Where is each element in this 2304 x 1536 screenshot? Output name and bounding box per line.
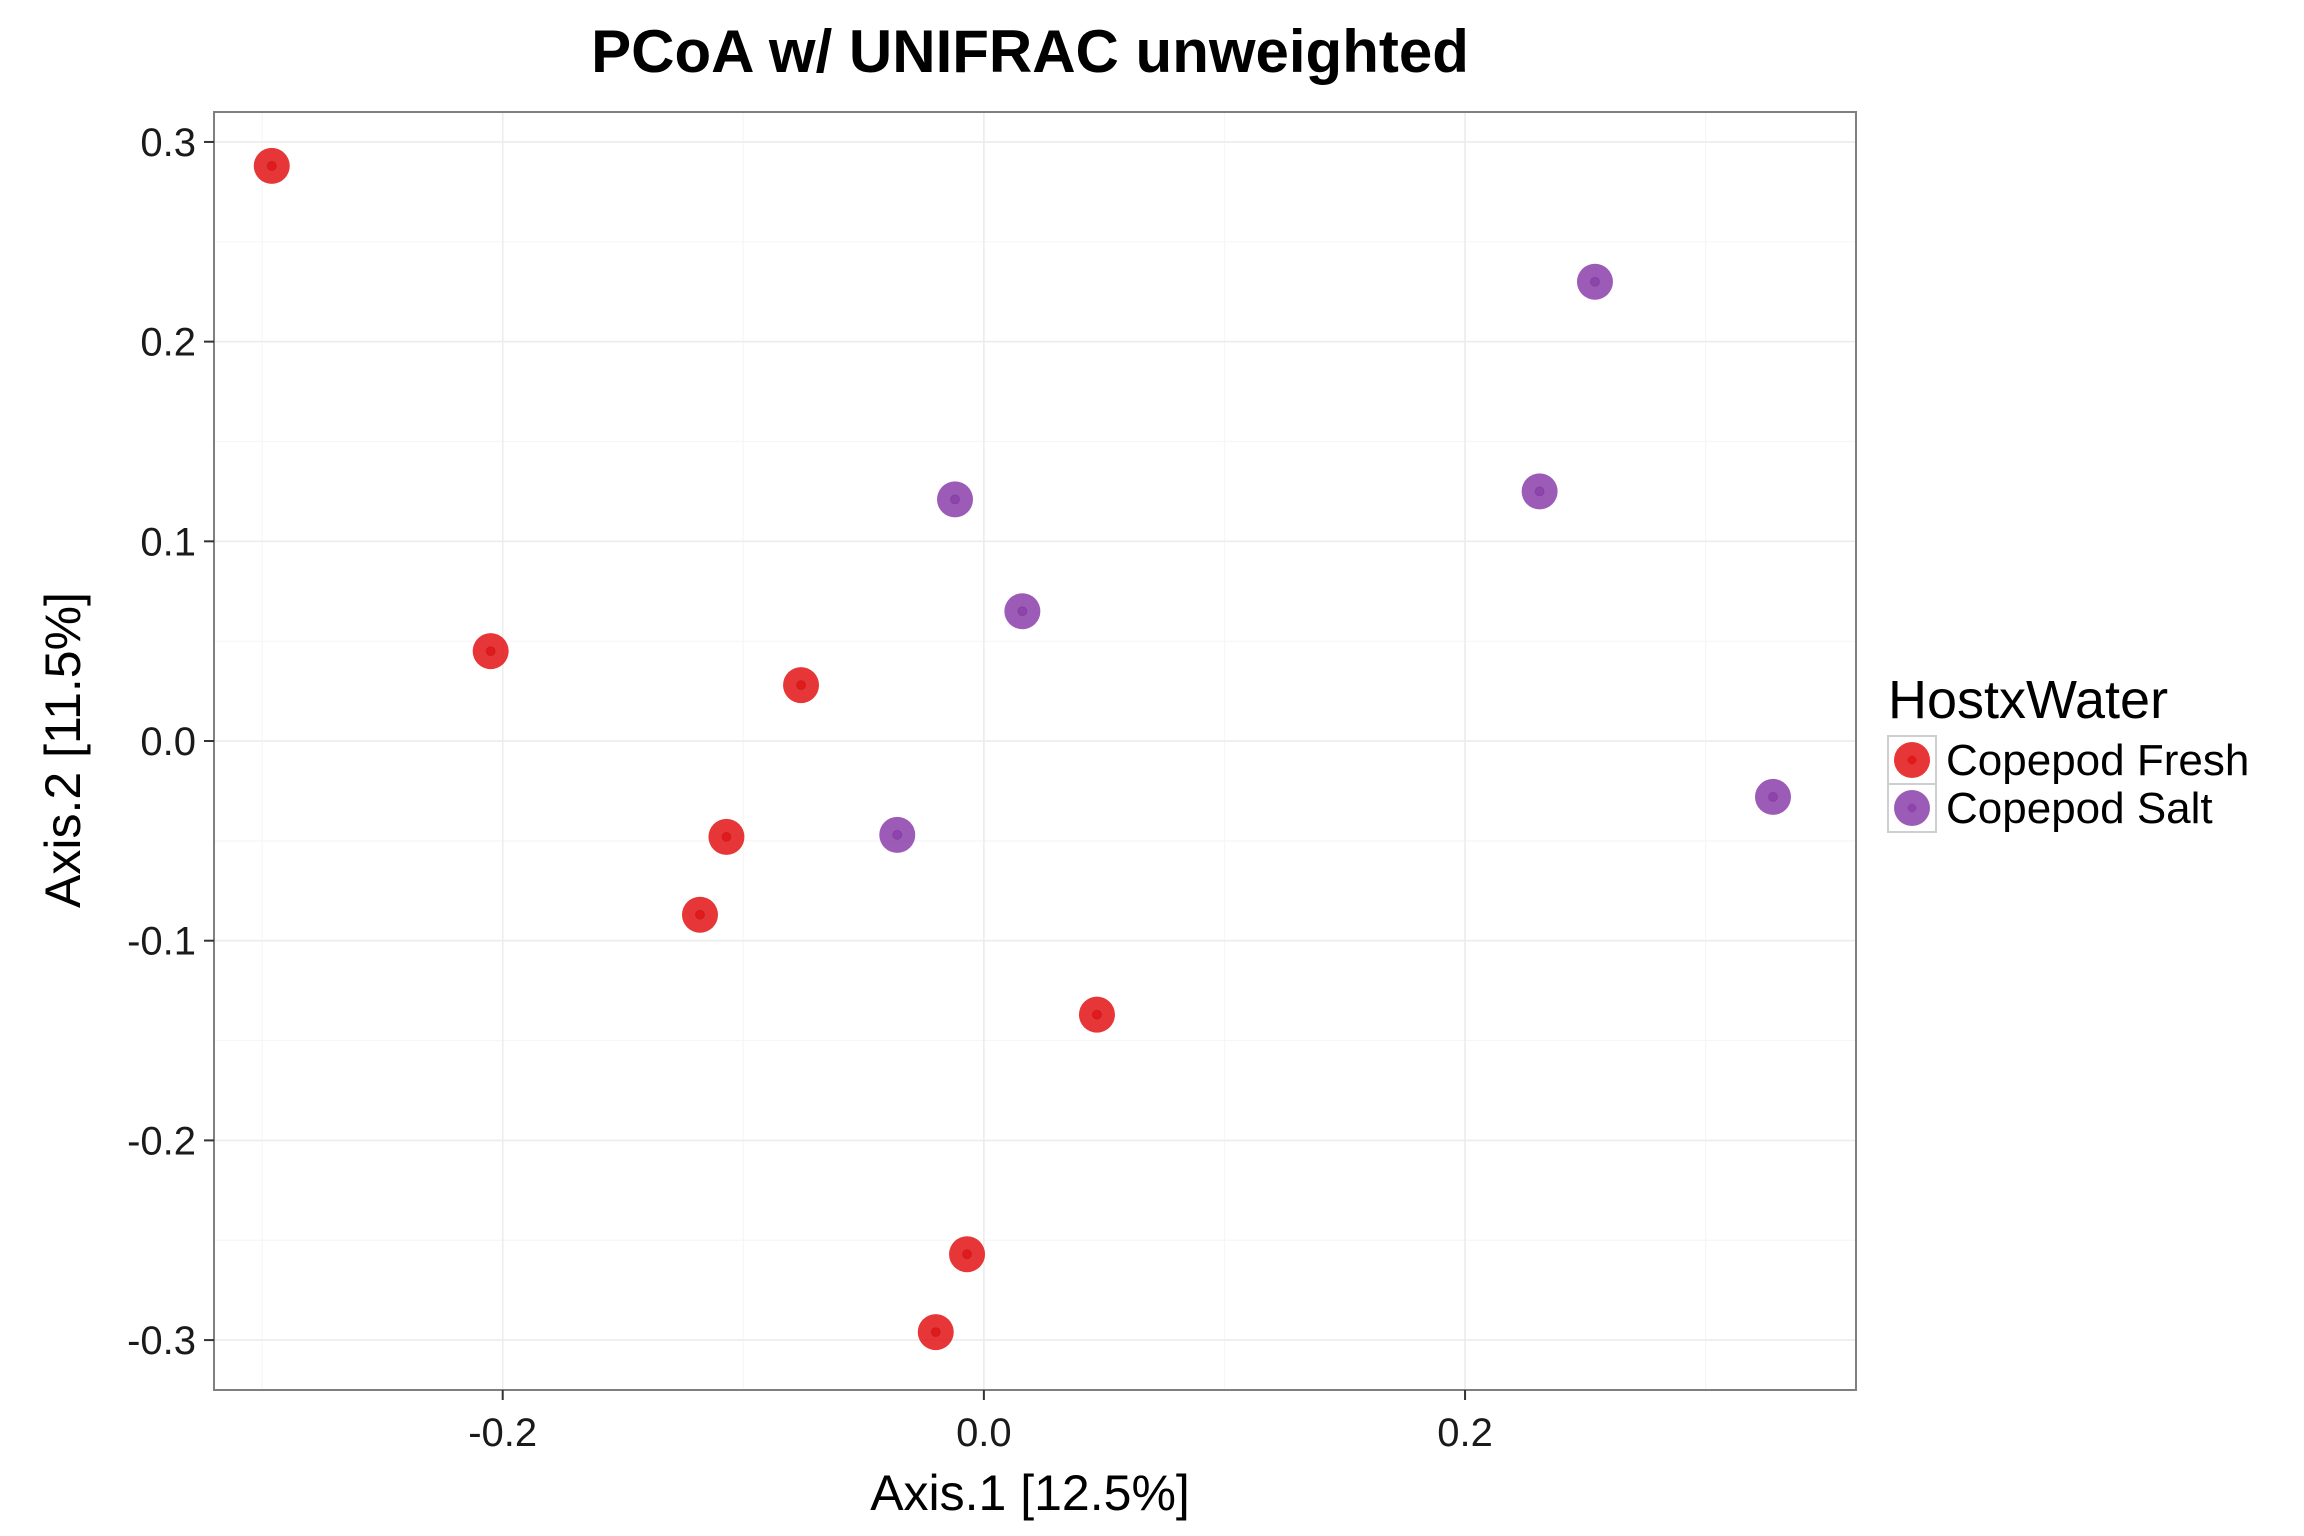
data-point-copepod-fresh: [472, 633, 509, 670]
plot-background: [214, 112, 1856, 1390]
y-tick-label: 0.1: [140, 520, 196, 564]
point-center: [1017, 606, 1028, 617]
data-point-copepod-fresh: [708, 818, 745, 855]
data-point-copepod-fresh: [783, 667, 820, 704]
legend-key-center: [1907, 755, 1917, 765]
gridlines: [214, 112, 1856, 1390]
y-axis-title: Axis.2 [11.5%]: [35, 592, 91, 908]
point-center: [1589, 276, 1600, 287]
legend-label: Copepod Fresh: [1946, 736, 2249, 785]
y-tick-label: 0.0: [140, 720, 196, 764]
data-point-copepod-fresh: [917, 1314, 954, 1351]
x-tick-label: 0.0: [956, 1411, 1012, 1455]
point-center: [721, 831, 732, 842]
legend-item-copepod-salt: Copepod Salt: [1887, 783, 2213, 833]
y-tick-label: 0.2: [140, 321, 196, 365]
data-point-copepod-salt: [1004, 593, 1041, 630]
x-axis-title: Axis.1 [12.5%]: [870, 1465, 1190, 1521]
point-center: [266, 160, 277, 171]
chart-title: PCoA w/ UNIFRAC unweighted: [591, 18, 1469, 85]
point-center: [796, 680, 807, 691]
x-tick-label: 0.2: [1437, 1411, 1493, 1455]
point-center: [1534, 486, 1545, 497]
data-point-copepod-salt: [937, 481, 974, 518]
legend-item-copepod-fresh: Copepod Fresh: [1887, 735, 2249, 785]
plot-border: [213, 111, 1857, 1391]
point-center: [892, 829, 903, 840]
plot-panel: [213, 111, 1857, 1391]
legend-title: HostxWater: [1888, 670, 2168, 730]
point-center: [950, 494, 961, 505]
y-tick-label: -0.3: [127, 1319, 196, 1363]
data-point-copepod-fresh: [1078, 996, 1115, 1033]
legend-label: Copepod Salt: [1946, 784, 2213, 833]
point-center: [694, 909, 705, 920]
legend-key-center: [1907, 803, 1917, 813]
data-point-copepod-salt: [1576, 263, 1613, 300]
point-center: [930, 1327, 941, 1338]
point-center: [962, 1249, 973, 1260]
point-center: [485, 646, 496, 657]
x-tick-label: -0.2: [468, 1411, 537, 1455]
data-point-copepod-fresh: [949, 1236, 986, 1273]
data-point-copepod-salt: [1521, 473, 1558, 510]
y-tick-label: -0.1: [127, 920, 196, 964]
data-points: [253, 147, 1791, 1351]
point-center: [1767, 791, 1778, 802]
y-tick-label: -0.2: [127, 1119, 196, 1163]
point-center: [1091, 1009, 1102, 1020]
data-point-copepod-salt: [1754, 778, 1791, 815]
y-axis: -0.3 -0.2 -0.1 0.0 0.1 0.2 0.3: [127, 121, 214, 1363]
x-axis: -0.2 0.0 0.2: [468, 1390, 1493, 1455]
y-tick-label: 0.3: [140, 121, 196, 165]
data-point-copepod-salt: [879, 816, 916, 853]
data-point-copepod-fresh: [681, 896, 718, 933]
data-point-copepod-fresh: [253, 147, 290, 184]
